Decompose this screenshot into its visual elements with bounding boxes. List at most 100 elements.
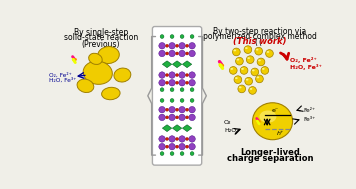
Text: O₂, Fe²⁺: O₂, Fe²⁺ bbox=[49, 72, 72, 78]
Ellipse shape bbox=[189, 72, 195, 78]
Ellipse shape bbox=[236, 57, 243, 65]
Text: Fe³⁺: Fe³⁺ bbox=[303, 117, 315, 122]
Ellipse shape bbox=[189, 136, 195, 142]
Ellipse shape bbox=[166, 145, 169, 148]
Ellipse shape bbox=[245, 77, 252, 85]
Text: (: ( bbox=[254, 38, 257, 47]
Ellipse shape bbox=[244, 46, 252, 53]
Ellipse shape bbox=[234, 50, 236, 51]
Ellipse shape bbox=[261, 67, 269, 74]
Ellipse shape bbox=[169, 106, 175, 113]
Ellipse shape bbox=[267, 51, 269, 53]
Ellipse shape bbox=[179, 114, 185, 121]
Text: polymerized complex method: polymerized complex method bbox=[203, 32, 316, 41]
Ellipse shape bbox=[169, 80, 175, 86]
Ellipse shape bbox=[169, 143, 175, 150]
Ellipse shape bbox=[246, 79, 248, 81]
Ellipse shape bbox=[180, 98, 184, 102]
Ellipse shape bbox=[189, 43, 195, 49]
Ellipse shape bbox=[166, 44, 169, 47]
Ellipse shape bbox=[159, 50, 165, 57]
Polygon shape bbox=[162, 125, 172, 132]
Ellipse shape bbox=[159, 43, 165, 49]
Ellipse shape bbox=[189, 114, 195, 121]
Ellipse shape bbox=[180, 35, 184, 39]
Ellipse shape bbox=[266, 50, 273, 57]
Ellipse shape bbox=[190, 98, 194, 102]
Ellipse shape bbox=[170, 88, 174, 92]
Ellipse shape bbox=[176, 52, 179, 55]
Ellipse shape bbox=[169, 72, 175, 78]
Ellipse shape bbox=[159, 106, 165, 113]
Ellipse shape bbox=[252, 70, 255, 71]
Ellipse shape bbox=[166, 108, 169, 111]
Ellipse shape bbox=[77, 79, 94, 92]
Ellipse shape bbox=[190, 152, 194, 156]
Ellipse shape bbox=[179, 80, 185, 86]
Ellipse shape bbox=[247, 57, 250, 59]
Ellipse shape bbox=[185, 44, 189, 47]
Ellipse shape bbox=[234, 76, 242, 84]
Ellipse shape bbox=[262, 68, 265, 70]
Text: By two-step reaction via: By two-step reaction via bbox=[213, 26, 306, 36]
Ellipse shape bbox=[179, 106, 185, 113]
Ellipse shape bbox=[179, 136, 185, 142]
Ellipse shape bbox=[160, 35, 164, 39]
Ellipse shape bbox=[176, 145, 179, 148]
Text: H₂O, Fe³⁺: H₂O, Fe³⁺ bbox=[49, 78, 77, 83]
Ellipse shape bbox=[238, 85, 246, 93]
Ellipse shape bbox=[169, 43, 175, 49]
Ellipse shape bbox=[189, 106, 195, 113]
Text: Fe²⁺: Fe²⁺ bbox=[303, 108, 315, 113]
Text: H₂O, Fe³⁺: H₂O, Fe³⁺ bbox=[290, 64, 322, 70]
Ellipse shape bbox=[176, 74, 179, 77]
Ellipse shape bbox=[190, 35, 194, 39]
Ellipse shape bbox=[176, 137, 179, 140]
Ellipse shape bbox=[159, 72, 165, 78]
Ellipse shape bbox=[256, 49, 258, 51]
Ellipse shape bbox=[170, 152, 174, 156]
Ellipse shape bbox=[176, 108, 179, 111]
Ellipse shape bbox=[179, 43, 185, 49]
Ellipse shape bbox=[169, 114, 175, 121]
Ellipse shape bbox=[101, 87, 120, 100]
Text: O₂, Fe²⁺: O₂, Fe²⁺ bbox=[290, 57, 317, 63]
Polygon shape bbox=[182, 61, 192, 68]
Ellipse shape bbox=[255, 47, 262, 55]
Ellipse shape bbox=[185, 137, 189, 140]
Ellipse shape bbox=[159, 136, 165, 142]
Ellipse shape bbox=[160, 88, 164, 92]
Ellipse shape bbox=[257, 58, 265, 66]
Ellipse shape bbox=[180, 88, 184, 92]
Ellipse shape bbox=[241, 68, 244, 70]
Ellipse shape bbox=[166, 137, 169, 140]
Ellipse shape bbox=[159, 143, 165, 150]
Ellipse shape bbox=[250, 88, 252, 90]
Ellipse shape bbox=[185, 145, 189, 148]
Ellipse shape bbox=[249, 87, 256, 94]
Text: (Previous): (Previous) bbox=[82, 40, 120, 49]
Ellipse shape bbox=[114, 68, 131, 82]
Text: Longer-lived: Longer-lived bbox=[240, 148, 300, 157]
Polygon shape bbox=[182, 125, 192, 132]
Ellipse shape bbox=[166, 116, 169, 119]
Ellipse shape bbox=[176, 81, 179, 84]
Text: h⁺: h⁺ bbox=[277, 131, 284, 136]
Ellipse shape bbox=[89, 53, 102, 64]
Ellipse shape bbox=[229, 67, 237, 74]
Ellipse shape bbox=[185, 74, 189, 77]
Ellipse shape bbox=[236, 59, 239, 61]
Ellipse shape bbox=[166, 74, 169, 77]
Polygon shape bbox=[172, 125, 182, 132]
Ellipse shape bbox=[159, 80, 165, 86]
Ellipse shape bbox=[252, 103, 293, 140]
Text: By single-step: By single-step bbox=[74, 28, 128, 37]
Ellipse shape bbox=[159, 114, 165, 121]
Ellipse shape bbox=[179, 50, 185, 57]
Text: solid-state reaction: solid-state reaction bbox=[64, 33, 138, 43]
Polygon shape bbox=[172, 61, 182, 68]
Ellipse shape bbox=[190, 88, 194, 92]
Ellipse shape bbox=[170, 98, 174, 102]
Ellipse shape bbox=[170, 35, 174, 39]
Ellipse shape bbox=[246, 56, 254, 64]
